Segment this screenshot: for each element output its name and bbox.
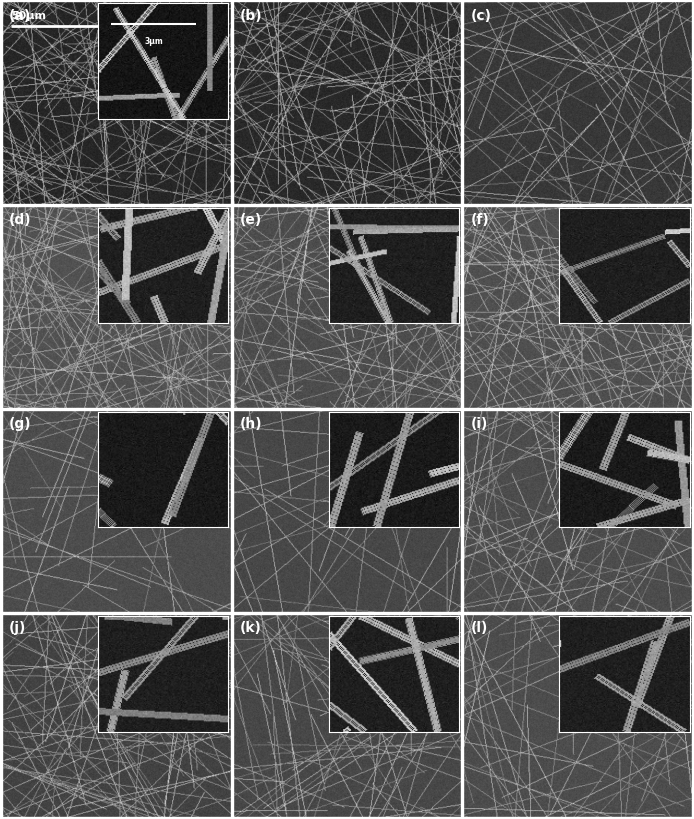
Text: (b): (b) <box>239 8 262 22</box>
Text: (c): (c) <box>471 8 491 22</box>
Text: (k): (k) <box>239 621 262 635</box>
Text: (f): (f) <box>471 213 489 227</box>
Text: (e): (e) <box>239 213 262 227</box>
Text: (l): (l) <box>471 621 488 635</box>
Text: (h): (h) <box>239 417 262 431</box>
Text: (i): (i) <box>471 417 488 431</box>
Text: 50μm: 50μm <box>11 11 46 20</box>
Text: (d): (d) <box>9 213 31 227</box>
Text: (a): (a) <box>9 8 31 22</box>
Text: (j): (j) <box>9 621 26 635</box>
Text: (g): (g) <box>9 417 31 431</box>
